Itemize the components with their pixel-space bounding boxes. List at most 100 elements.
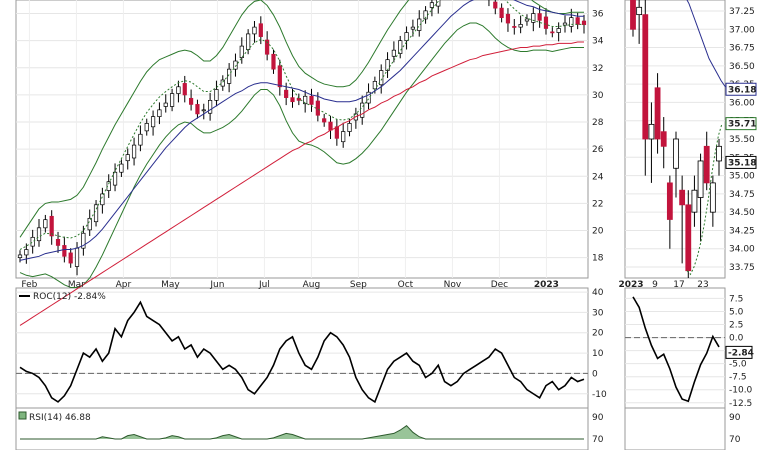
zoom-candle <box>716 145 722 162</box>
zoom-candle <box>703 145 710 184</box>
price-candle <box>81 232 86 249</box>
price-main-x-label: 2023 <box>534 280 559 290</box>
price-zoom-x-label: 2023 <box>618 280 643 290</box>
rsi-main-frame <box>15 407 589 451</box>
price-candle <box>436 0 441 7</box>
bollinger-upper-line <box>19 0 584 238</box>
price-candle <box>119 163 124 173</box>
price-candle <box>543 16 549 29</box>
price-zoom-y-tick: 34.00 <box>729 245 755 255</box>
price-candle <box>366 91 371 104</box>
price-candle <box>315 100 320 116</box>
price-candle <box>208 100 213 114</box>
price-candle <box>531 13 536 23</box>
price-candle <box>429 2 435 8</box>
price-candle <box>157 109 162 117</box>
price-candle <box>49 215 54 237</box>
price-candle <box>55 239 61 246</box>
price-main-x-label: Jul <box>258 280 270 290</box>
price-main-y-tick: 24 <box>592 172 604 182</box>
price-candle <box>512 26 517 28</box>
price-candle <box>17 254 23 259</box>
price-candle <box>505 13 511 24</box>
rsi-main-y-tick: 70 <box>592 435 604 445</box>
price-candle <box>334 126 339 139</box>
price-zoom-y-tick: 34.75 <box>729 190 755 200</box>
price-candle <box>93 204 99 223</box>
roc-main-y-tick: 40 <box>592 288 604 298</box>
roc-last-tag: -2.84 <box>728 348 754 358</box>
roc-main-y-tick: -10 <box>592 390 607 400</box>
price-tag-box <box>725 117 757 131</box>
roc-zoom-y-tick: 0.0 <box>729 334 744 344</box>
price-main-y-tick: 36 <box>592 10 604 20</box>
price-zoom-y-tick: 36.75 <box>729 44 755 54</box>
price-candle <box>347 123 352 132</box>
roc-tag-box <box>725 345 753 359</box>
price-candle <box>328 121 333 131</box>
rsi-zoom-y-tick: 90 <box>729 413 741 423</box>
zoom-sma-50-line <box>686 0 730 90</box>
price-zoom-y-tick: 37.25 <box>729 7 755 17</box>
roc-main-frame <box>15 287 589 409</box>
zoom-candle <box>679 189 686 206</box>
price-candle <box>417 18 422 31</box>
price-zoom-y-tick: 34.25 <box>729 226 755 236</box>
price-candle <box>220 79 225 87</box>
price-candle <box>385 59 390 71</box>
price-zoom-x-label: 17 <box>673 280 684 290</box>
roc-zoom-y-tick: 7.5 <box>729 294 743 304</box>
price-candle <box>100 193 105 206</box>
rsi-zoom-frame <box>624 407 726 451</box>
price-candle <box>575 17 580 25</box>
zoom-candle <box>697 160 704 198</box>
price-candle <box>309 95 314 105</box>
zoom-candle <box>642 14 649 140</box>
price-zoom-y-tick: 36.50 <box>729 62 755 72</box>
roc-zoom-y-tick: 2.5 <box>729 321 743 331</box>
price-main-x-label: Nov <box>444 280 462 290</box>
price-main-frame <box>15 0 589 279</box>
roc-zoom-y-tick: -10.0 <box>729 386 753 396</box>
price-candle <box>239 45 244 58</box>
price-candle <box>404 32 409 42</box>
rsi-main-y-tick: 90 <box>592 413 604 423</box>
bollinger-mid-line <box>19 0 584 250</box>
price-tag: 36.18 <box>728 85 756 95</box>
price-main-x-label: Jun <box>209 280 224 290</box>
price-candle <box>214 89 219 101</box>
price-candle <box>233 60 238 70</box>
price-candle <box>138 133 143 146</box>
price-candle <box>36 227 42 242</box>
price-candle <box>30 236 35 247</box>
price-zoom-y-tick: 35.00 <box>729 172 755 182</box>
price-zoom-y-tick: 34.50 <box>729 208 755 218</box>
price-candle <box>258 23 263 37</box>
price-tag-box <box>725 82 757 96</box>
bollinger-lower-line <box>19 22 584 288</box>
rsi-legend-swatch <box>18 411 27 420</box>
rsi-legend: RSI(14) 46.88 <box>29 413 91 423</box>
price-candle <box>518 24 523 28</box>
price-candle <box>43 219 48 229</box>
price-candle <box>550 31 555 34</box>
price-candle <box>360 102 365 118</box>
price-tag: 35.71 <box>728 120 756 130</box>
roc-zoom-y-tick: -5.0 <box>729 360 747 370</box>
price-candle <box>410 26 415 30</box>
price-candle <box>163 102 168 107</box>
price-candle <box>277 65 282 88</box>
price-main-y-tick: 26 <box>592 145 604 155</box>
price-candle <box>569 17 574 27</box>
price-candle <box>499 7 504 18</box>
roc-zoom-y-tick: 5.0 <box>729 307 744 317</box>
price-main-y-tick: 32 <box>592 64 603 74</box>
zoom-candle <box>685 204 692 272</box>
price-candle <box>68 252 73 264</box>
price-candle <box>169 93 175 107</box>
zoom-candle <box>648 123 655 140</box>
roc-main-y-tick: 20 <box>592 329 604 339</box>
price-candle <box>562 22 568 26</box>
price-candle <box>284 89 289 98</box>
